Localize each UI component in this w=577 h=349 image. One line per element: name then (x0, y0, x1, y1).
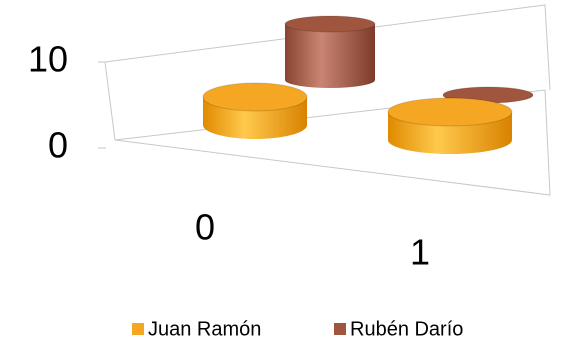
cylinder-top (387, 97, 513, 127)
y-tick-label: 0 (48, 125, 68, 166)
legend-swatch (334, 323, 346, 335)
y-tick-label: 10 (28, 39, 68, 80)
cylinder (284, 15, 376, 88)
cylinder (387, 97, 513, 154)
x-tick-label: 1 (410, 232, 430, 273)
cylinder (202, 82, 308, 139)
cylinder-body (285, 24, 375, 88)
legend-swatch (132, 323, 144, 335)
cylinder-top (284, 15, 376, 33)
cylinder-top (202, 82, 308, 112)
legend-label: Rubén Darío (350, 318, 463, 340)
x-tick-label: 0 (195, 207, 215, 248)
legend-label: Juan Ramón (148, 318, 261, 340)
